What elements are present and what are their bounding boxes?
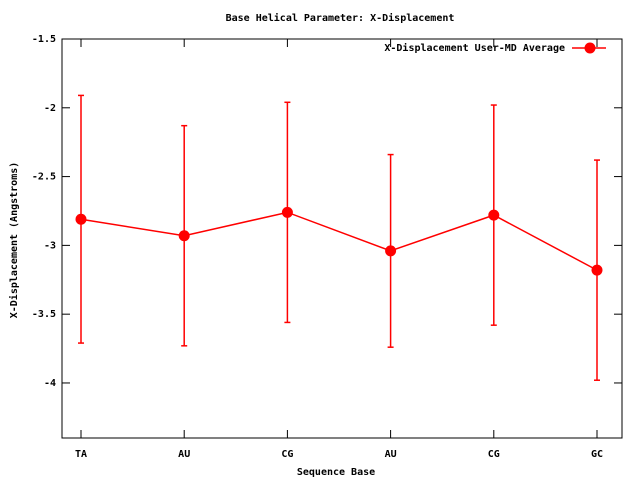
data-point (591, 264, 603, 276)
data-point (385, 245, 397, 257)
x-tick-label: TA (75, 449, 87, 460)
y-tick-label: -4 (44, 378, 56, 389)
y-tick-label: -3.5 (32, 309, 56, 320)
y-tick-label: -2 (44, 103, 56, 114)
data-point (281, 206, 293, 218)
x-tick-label: AU (178, 449, 190, 460)
y-tick-label: -2.5 (32, 172, 56, 183)
x-tick-label: AU (385, 449, 397, 460)
chart-title: Base Helical Parameter: X-Displacement (226, 12, 455, 24)
data-line (80, 211, 598, 271)
legend-marker (584, 42, 596, 54)
y-tick-label: -1.5 (32, 34, 56, 45)
data-point (178, 230, 190, 242)
x-tick-label: GC (591, 449, 603, 460)
y-tick-label: -3 (44, 240, 56, 251)
x-axis-label: Sequence Base (297, 467, 375, 478)
y-axis-label: X-Displacement (Angstroms) (8, 162, 20, 319)
data-point (488, 209, 500, 221)
plot-frame (61, 38, 623, 439)
legend-label: X-Displacement User-MD Average (384, 42, 565, 54)
x-tick-label: CG (488, 449, 500, 460)
data-point (75, 213, 87, 225)
x-tick-label: CG (281, 449, 293, 460)
